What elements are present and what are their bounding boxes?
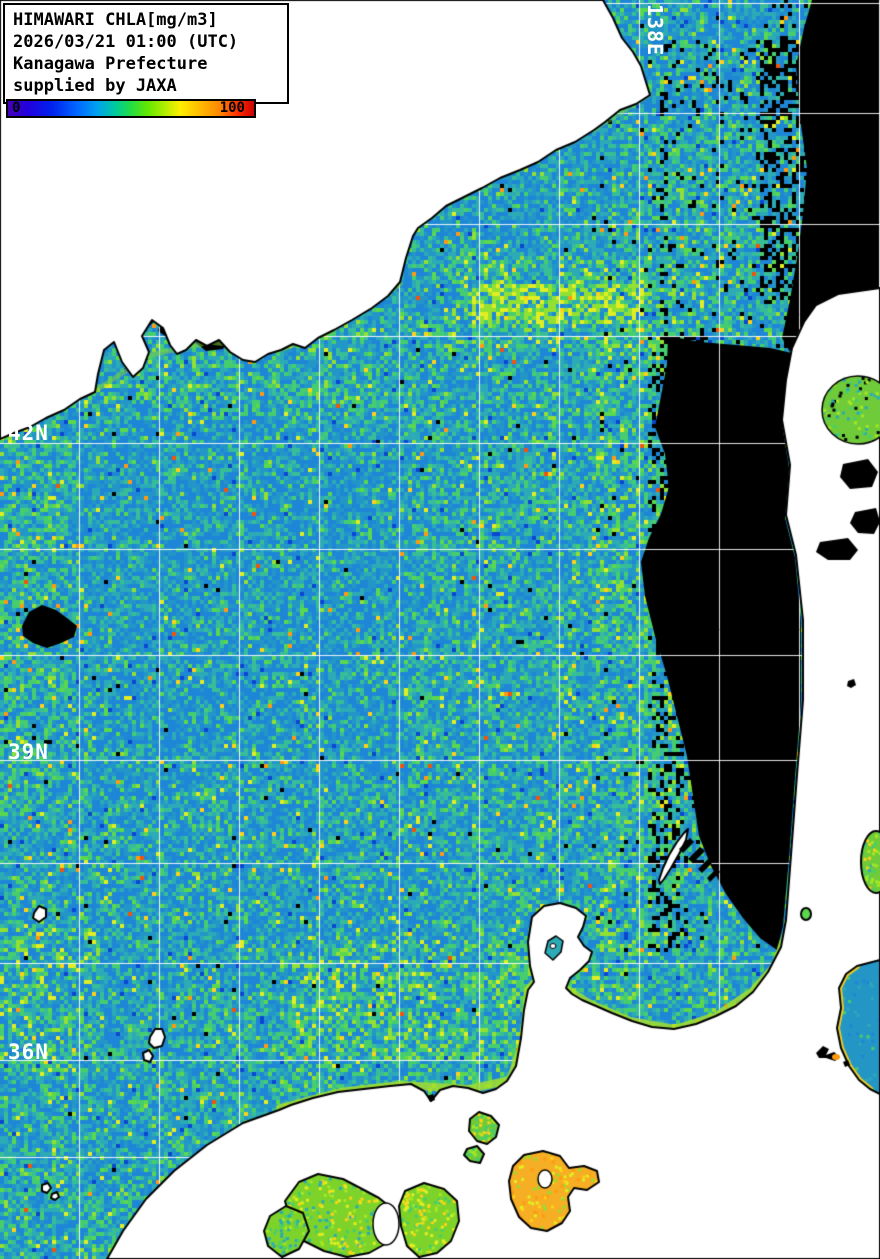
lat-label-36n: 36N <box>8 1040 49 1064</box>
colorbar: 0 100 <box>6 99 256 118</box>
lon-label-138e: 138E <box>643 4 667 57</box>
lat-label-39n: 39N <box>8 740 49 764</box>
map-title-credit: supplied by JAXA <box>13 76 177 96</box>
map-title-product: HIMAWARI CHLA[mg/m3] <box>13 10 218 30</box>
colorbar-max-label: 100 <box>219 100 245 116</box>
map-title-datetime: 2026/03/21 01:00 (UTC) <box>13 32 239 52</box>
map-title-region: Kanagawa Prefecture <box>13 54 208 74</box>
colorbar-gradient <box>8 101 254 116</box>
colorbar-min-label: 0 <box>12 100 21 116</box>
map-title-box: HIMAWARI CHLA[mg/m3] 2026/03/21 01:00 (U… <box>3 3 289 104</box>
lat-label-42n: 42N <box>8 421 49 445</box>
